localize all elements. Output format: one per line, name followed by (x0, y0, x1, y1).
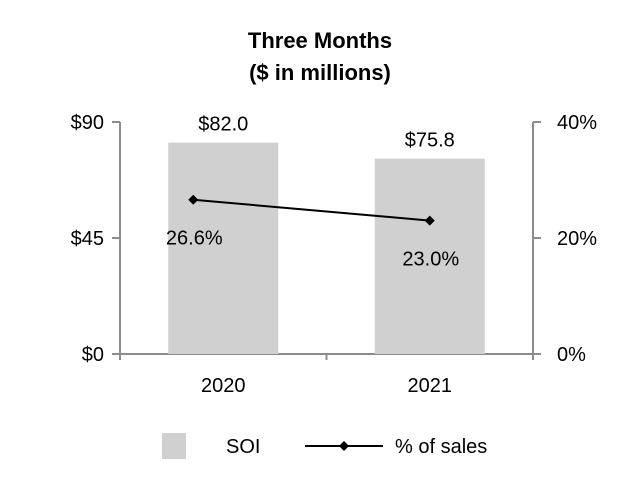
legend-swatch-soi (162, 433, 186, 459)
x-category-label: 2020 (201, 375, 246, 397)
chart-title: Three Months (247, 28, 393, 53)
legend-label-soi: SOI (226, 436, 260, 458)
chart-subtitle: ($ in millions) (249, 60, 391, 85)
bar-2020 (168, 142, 279, 354)
x-category-label: 2021 (408, 375, 453, 397)
percent-data-label: 23.0% (402, 249, 459, 271)
percent-marker (188, 194, 199, 205)
bar-value-label: $75.8 (405, 130, 455, 152)
percent-marker (424, 215, 435, 226)
legend-label-percent: % of sales (395, 436, 487, 458)
left-y-tick-label: $0 (82, 344, 104, 366)
left-y-tick-label: $45 (71, 228, 104, 250)
percent-of-sales-line (193, 198, 430, 222)
right-y-tick-label: 40% (557, 112, 597, 134)
bar-value-label: $82.0 (198, 114, 248, 136)
legend-marker-percent (339, 441, 349, 451)
right-y-tick-label: 0% (557, 344, 586, 366)
right-y-tick-label: 20% (557, 228, 597, 250)
percent-data-label: 26.6% (166, 228, 223, 250)
left-y-tick-label: $90 (71, 112, 104, 134)
bar-2021 (374, 158, 485, 354)
